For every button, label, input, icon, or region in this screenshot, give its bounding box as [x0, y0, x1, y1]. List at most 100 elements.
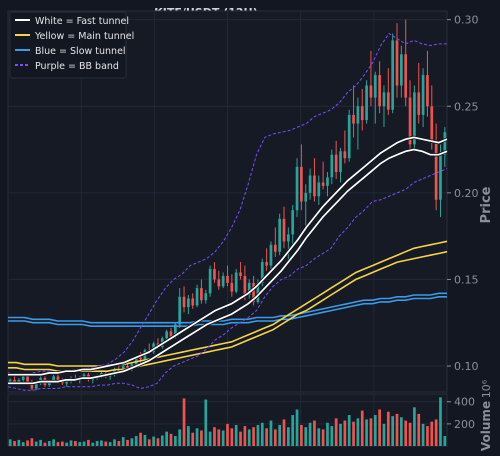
candle	[426, 50, 429, 117]
volume-bar	[321, 429, 325, 446]
volume-bar	[160, 435, 164, 446]
candle-body	[400, 54, 403, 86]
volume-bar	[308, 422, 312, 446]
candle-body	[300, 166, 303, 202]
volume-bar	[352, 421, 355, 446]
volume-scale-label: 10⁶	[480, 379, 493, 398]
candle	[339, 147, 342, 183]
candle-body	[239, 272, 242, 276]
candle-body	[208, 269, 212, 294]
candle	[304, 184, 308, 228]
volume-bar	[426, 426, 429, 446]
volume-bar	[295, 409, 299, 446]
candle-body	[26, 376, 29, 384]
volume-bar	[395, 413, 399, 446]
volume-bar	[173, 436, 177, 446]
candle	[178, 288, 182, 328]
price-axis-label: Price	[479, 186, 494, 223]
volume-bar	[304, 427, 308, 446]
candle-body	[247, 282, 251, 296]
legend-label: Blue = Slow tunnel	[35, 46, 126, 57]
volume-bar	[421, 423, 425, 446]
volume-bar	[43, 442, 47, 446]
candle	[365, 80, 368, 124]
candle-body	[169, 331, 173, 337]
candle	[213, 262, 216, 283]
volume-bar	[369, 418, 373, 446]
candle	[413, 85, 416, 152]
price-tick-label: 0.25	[454, 100, 479, 113]
candle	[352, 85, 355, 138]
volume-bar	[130, 438, 134, 446]
candle-body	[213, 269, 216, 280]
volume-bar	[326, 422, 329, 446]
volume-bar	[360, 410, 364, 446]
volume-bar	[339, 423, 342, 446]
candle-body	[330, 154, 334, 178]
candle-body	[378, 75, 381, 107]
candle-body	[200, 288, 203, 301]
volume-bar	[13, 441, 16, 446]
volume-panel: 200 400	[7, 393, 475, 447]
volume-bar	[100, 440, 103, 446]
volume-bar	[60, 441, 64, 446]
candle-body	[234, 272, 238, 292]
candle-body	[243, 275, 247, 296]
candle-body	[352, 114, 355, 124]
volume-bar	[8, 439, 12, 446]
volume-bar	[443, 436, 447, 446]
candle-body	[295, 166, 299, 211]
volume-bar	[143, 434, 147, 446]
volume-bar	[373, 415, 377, 446]
candle-body	[308, 175, 312, 193]
candle-body	[47, 381, 51, 386]
candle-body	[356, 106, 360, 124]
volume-bar	[413, 407, 416, 446]
volume-bar	[265, 428, 268, 446]
candle-body	[404, 54, 408, 98]
volume-bars	[8, 397, 447, 446]
volume-bar	[313, 420, 316, 446]
candle-body	[121, 366, 125, 372]
fast-tunnel-lower	[8, 148, 448, 385]
candle-body	[30, 383, 34, 389]
candle	[417, 62, 421, 124]
volume-bar	[400, 417, 403, 446]
candle	[326, 172, 329, 197]
volume-bar	[269, 420, 273, 446]
volume-bar	[26, 440, 29, 446]
candle	[313, 158, 316, 202]
volume-bar	[404, 420, 408, 446]
volume-bar	[126, 439, 129, 446]
volume-bar	[134, 436, 138, 446]
candle	[226, 265, 229, 287]
price-tick-label: 0.20	[454, 187, 479, 200]
volume-bar	[334, 418, 338, 446]
volume-bar	[165, 431, 168, 446]
candle-body	[282, 218, 286, 242]
candle	[265, 248, 268, 271]
candle	[378, 61, 381, 114]
candle-body	[21, 376, 25, 380]
volume-bar	[195, 428, 199, 446]
volume-bar	[108, 442, 112, 446]
candle-body	[65, 381, 69, 384]
volume-bar	[113, 439, 116, 446]
slow-tunnel-lower	[8, 296, 447, 327]
candle-body	[273, 244, 277, 252]
candle	[221, 272, 225, 289]
candle	[291, 204, 295, 245]
price-tick-label: 0.15	[454, 273, 479, 286]
volume-bar	[95, 441, 99, 446]
candle-body	[434, 140, 438, 200]
legend-item: White = Fast tunnel	[15, 16, 129, 27]
candle-body	[173, 324, 177, 337]
candle-body	[226, 275, 229, 283]
volume-bar	[386, 411, 390, 446]
candle-body	[343, 151, 347, 159]
price-tick-label: 0.10	[454, 360, 479, 373]
candle	[195, 284, 199, 308]
candles	[8, 19, 447, 391]
volume-bar	[187, 426, 190, 446]
